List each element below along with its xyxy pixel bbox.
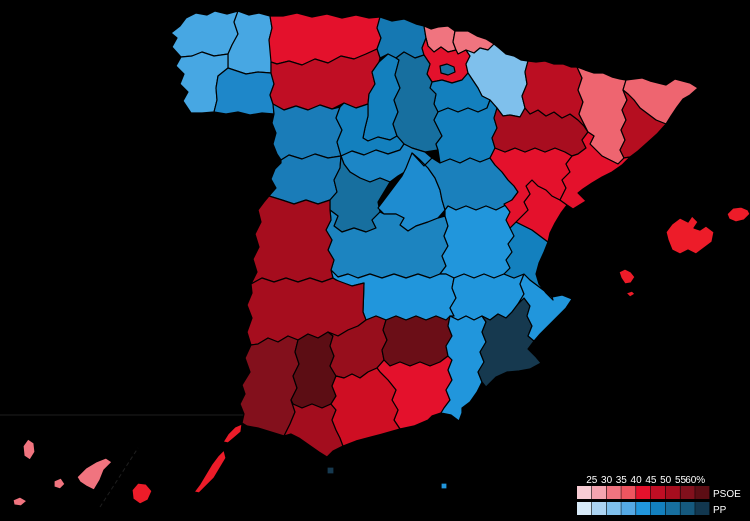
svg-text:PSOE: PSOE	[713, 489, 741, 500]
svg-text:50: 50	[660, 475, 672, 486]
svg-text:55: 55	[675, 475, 687, 486]
svg-text:PP: PP	[713, 505, 727, 516]
svg-text:40: 40	[631, 475, 643, 486]
svg-text:25: 25	[586, 475, 598, 486]
svg-text:45: 45	[645, 475, 657, 486]
svg-text:30: 30	[601, 475, 613, 486]
svg-text:35: 35	[616, 475, 628, 486]
svg-text:60%: 60%	[685, 475, 705, 486]
